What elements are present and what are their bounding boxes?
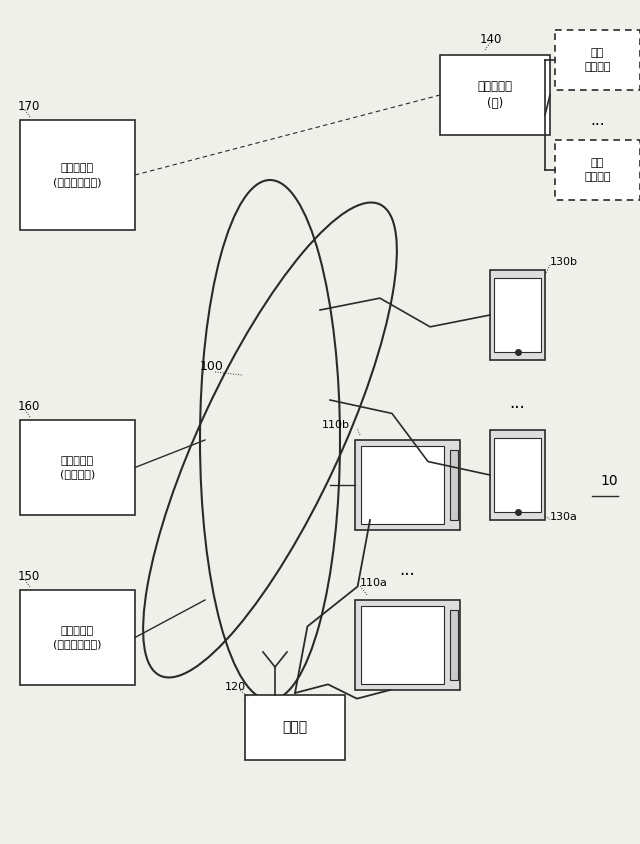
Bar <box>494 438 541 512</box>
Text: 放送局: 放送局 <box>282 721 308 734</box>
Bar <box>494 278 541 352</box>
Text: 10: 10 <box>600 474 618 488</box>
Text: サーバ装置
(店): サーバ装置 (店) <box>477 80 513 110</box>
Text: サーバ装置
(テレビメーカ): サーバ装置 (テレビメーカ) <box>53 626 102 649</box>
Bar <box>490 430 545 520</box>
Text: ...: ... <box>509 394 525 412</box>
Bar <box>355 440 460 530</box>
Text: 100: 100 <box>200 360 224 373</box>
Bar <box>245 695 345 760</box>
Text: 撮像
出力装置: 撮像 出力装置 <box>584 159 611 181</box>
Bar <box>20 120 135 230</box>
Text: 120: 120 <box>225 682 246 692</box>
Text: ...: ... <box>399 561 415 579</box>
Bar <box>450 610 458 680</box>
Text: サーバ装置
(ウェブサイト): サーバ装置 (ウェブサイト) <box>53 164 102 187</box>
Text: 140: 140 <box>480 33 502 46</box>
Text: ...: ... <box>590 113 605 128</box>
Bar <box>555 30 640 90</box>
Text: 130b: 130b <box>550 257 578 267</box>
Bar <box>555 140 640 200</box>
Bar <box>361 606 444 684</box>
Text: 170: 170 <box>18 100 40 113</box>
Text: 撮像
出力装置: 撮像 出力装置 <box>584 48 611 72</box>
Bar <box>20 420 135 515</box>
Text: 130a: 130a <box>550 512 578 522</box>
Bar <box>361 446 444 524</box>
Bar <box>490 270 545 360</box>
Text: 150: 150 <box>18 570 40 583</box>
Bar <box>355 600 460 690</box>
Bar <box>20 590 135 685</box>
Bar <box>440 55 550 135</box>
Text: 110a: 110a <box>360 578 388 588</box>
Text: 110b: 110b <box>322 420 350 430</box>
Bar <box>450 450 458 520</box>
Text: 160: 160 <box>18 400 40 413</box>
Text: サーバ装置
(会員管理): サーバ装置 (会員管理) <box>60 456 95 479</box>
